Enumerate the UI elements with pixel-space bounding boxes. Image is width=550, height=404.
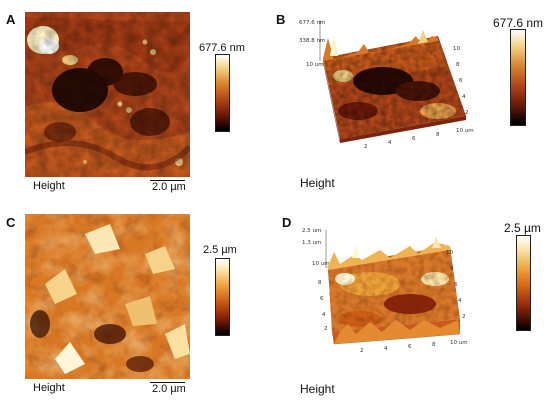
- caption-height-d: Height: [300, 382, 335, 396]
- scale-bar-c: [150, 382, 185, 383]
- y-tick-d-1: 8: [450, 266, 454, 272]
- colorbar-d: [516, 235, 531, 331]
- afm-height-image-a: [25, 12, 190, 177]
- colorbar-max-label-c: 2.5 µm: [203, 244, 237, 256]
- colorbar-c: [215, 258, 230, 336]
- panel-letter-a: A: [6, 12, 16, 27]
- caption-height-a: Height: [33, 180, 65, 192]
- colorbar-a: [215, 54, 230, 132]
- left-tick-d-4: 2: [324, 326, 328, 332]
- x-tick-b-3: 8: [436, 132, 440, 138]
- x-tick-d-1: 4: [384, 346, 388, 352]
- colorbar-max-label-b: 677.6 nm: [493, 16, 544, 30]
- scale-label-c: 2.0 µm: [152, 383, 186, 395]
- y-tick-b-3: 4: [462, 94, 466, 100]
- panel-letter-b: B: [276, 12, 286, 27]
- z-tick-d-1: 1.3 um: [302, 240, 321, 246]
- x-tick-b-2: 6: [412, 136, 416, 142]
- x-tick-b-1: 4: [388, 140, 392, 146]
- x-tick-d-3: 8: [432, 342, 436, 348]
- afm-3d-surface-b: 677.6 nm 338.8 nm 10 um 10 8 6 4 2 2 4 6…: [299, 20, 474, 150]
- colorbar-max-label-a: 677.6 nm: [199, 42, 245, 54]
- z-tick-b-1: 338.8 nm: [299, 38, 325, 44]
- caption-height-c: Height: [33, 382, 65, 394]
- x-tick-b-0: 2: [364, 144, 368, 150]
- left-tick-d-0: 10 um: [312, 261, 330, 267]
- y-tick-d-3: 4: [458, 298, 462, 304]
- x-tick-b-4: 10 um: [456, 128, 474, 134]
- panel-letter-c: C: [6, 215, 16, 230]
- x-tick-d-4: 10 um: [450, 340, 468, 346]
- x-tick-d-2: 6: [408, 344, 412, 350]
- left-tick-b: 10 um: [306, 62, 324, 68]
- scale-label-a: 2.0 µm: [152, 181, 186, 193]
- left-tick-d-3: 4: [322, 312, 326, 318]
- y-tick-d-2: 6: [454, 282, 458, 288]
- colorbar-b: [510, 29, 526, 126]
- x-tick-d-0: 2: [360, 348, 364, 354]
- panel-letter-d: D: [282, 215, 292, 230]
- afm-height-image-c: [25, 214, 190, 379]
- y-tick-b-1: 8: [456, 62, 460, 68]
- scale-bar-a: [150, 180, 185, 181]
- y-tick-d-4: 2: [462, 314, 466, 320]
- afm-3d-surface-d: 2.5 um 1.3 um 10 um 8 6 4 2 10 8 6 4 2 2…: [302, 228, 468, 354]
- y-tick-b-4: 2: [465, 110, 469, 116]
- left-tick-d-2: 6: [320, 296, 324, 302]
- y-tick-b-0: 10: [453, 46, 460, 52]
- y-tick-b-2: 6: [459, 78, 463, 84]
- caption-height-b: Height: [300, 176, 335, 190]
- z-tick-d-0: 2.5 um: [302, 228, 321, 234]
- colorbar-max-label-d: 2.5 µm: [504, 221, 541, 235]
- left-tick-d-1: 8: [318, 280, 322, 286]
- y-tick-d-0: 10: [446, 250, 453, 256]
- z-tick-b-0: 677.6 nm: [299, 20, 325, 26]
